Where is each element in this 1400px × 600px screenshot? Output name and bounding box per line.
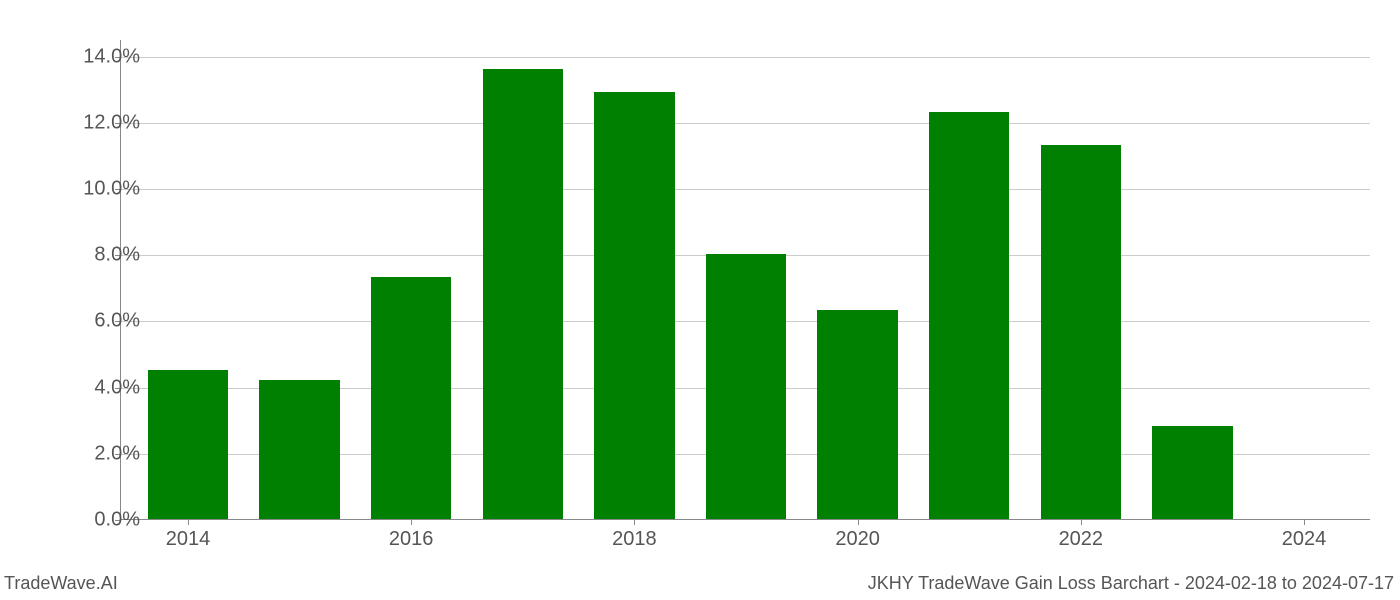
x-tick-label: 2016 bbox=[389, 528, 434, 551]
bar bbox=[371, 277, 451, 519]
x-tick-mark bbox=[188, 519, 189, 525]
x-tick-label: 2022 bbox=[1059, 528, 1104, 551]
x-tick-label: 2020 bbox=[835, 528, 880, 551]
y-tick-label: 12.0% bbox=[40, 111, 140, 134]
gridline bbox=[121, 57, 1370, 58]
gridline bbox=[121, 189, 1370, 190]
gridline bbox=[121, 123, 1370, 124]
x-tick-label: 2024 bbox=[1282, 528, 1327, 551]
y-tick-label: 6.0% bbox=[40, 310, 140, 333]
bar bbox=[706, 254, 786, 519]
bar bbox=[817, 310, 897, 519]
x-tick-mark bbox=[858, 519, 859, 525]
bar bbox=[259, 380, 339, 519]
bar bbox=[1041, 145, 1121, 519]
x-tick-label: 2018 bbox=[612, 528, 657, 551]
x-tick-mark bbox=[1081, 519, 1082, 525]
x-tick-mark bbox=[411, 519, 412, 525]
y-tick-label: 0.0% bbox=[40, 509, 140, 532]
bar bbox=[594, 92, 674, 519]
bar bbox=[929, 112, 1009, 519]
x-tick-mark bbox=[634, 519, 635, 525]
plot-area: 201420162018202020222024 bbox=[120, 40, 1370, 520]
y-tick-label: 10.0% bbox=[40, 177, 140, 200]
watermark-right: JKHY TradeWave Gain Loss Barchart - 2024… bbox=[868, 573, 1394, 594]
y-tick-label: 8.0% bbox=[40, 244, 140, 267]
y-tick-label: 14.0% bbox=[40, 45, 140, 68]
y-tick-label: 4.0% bbox=[40, 376, 140, 399]
bar bbox=[148, 370, 228, 519]
bar bbox=[483, 69, 563, 519]
x-tick-mark bbox=[1304, 519, 1305, 525]
chart-container: 201420162018202020222024 bbox=[120, 40, 1370, 520]
y-tick-label: 2.0% bbox=[40, 442, 140, 465]
watermark-left: TradeWave.AI bbox=[4, 573, 118, 594]
x-tick-label: 2014 bbox=[166, 528, 211, 551]
bar bbox=[1152, 426, 1232, 519]
